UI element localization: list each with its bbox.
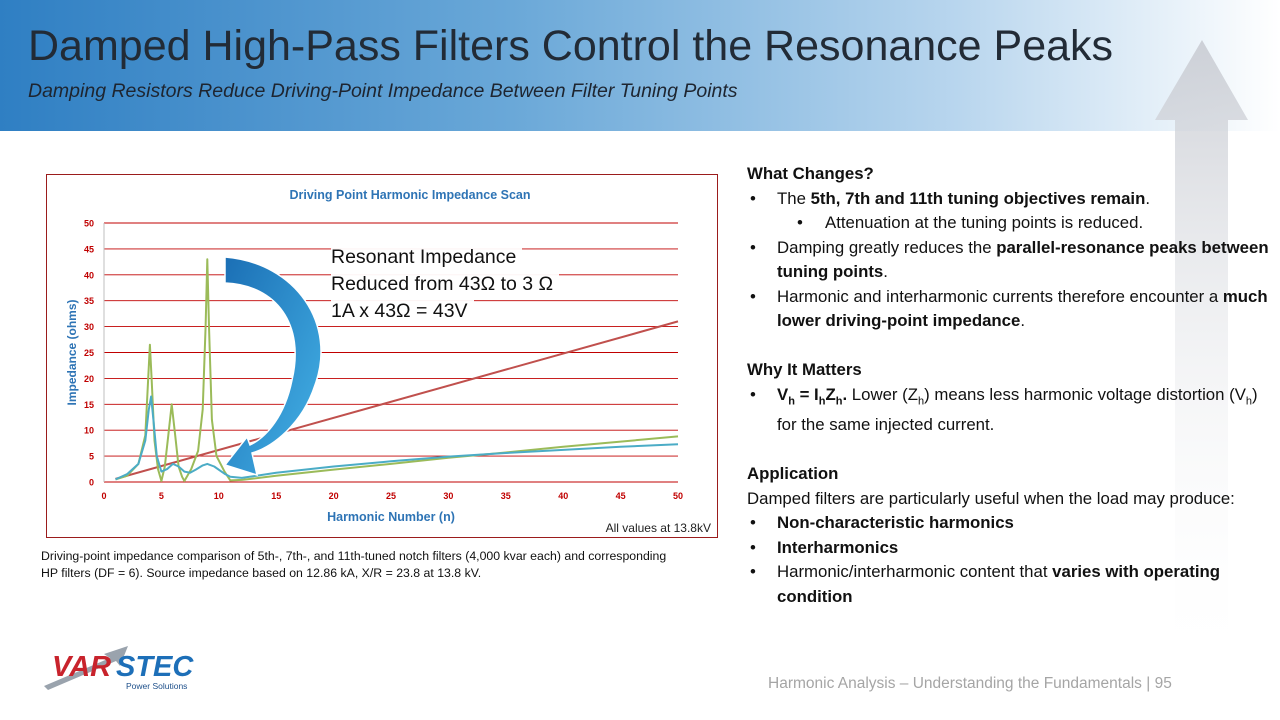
- footer-title: Harmonic Analysis – Understanding the Fu…: [768, 675, 1142, 692]
- bullet-formula: Vh = IhZh. Lower (Zh) means less harmoni…: [747, 383, 1280, 438]
- what-changes-heading: What Changes?: [747, 164, 874, 183]
- app-item: Harmonic/interharmonic content that vari…: [747, 560, 1280, 609]
- x-tick-label: 0: [101, 491, 106, 501]
- x-tick-label: 10: [214, 491, 224, 501]
- page-title: Damped High-Pass Filters Control the Res…: [28, 22, 1114, 70]
- y-tick-label: 50: [84, 219, 94, 229]
- series-line-1: [115, 320, 679, 480]
- x-tick-label: 50: [673, 491, 683, 501]
- y-tick-label: 30: [84, 322, 94, 332]
- y-tick-label: 20: [84, 374, 94, 384]
- header-band: [0, 0, 1280, 131]
- application-text: Damped filters are particularly useful w…: [747, 488, 1235, 508]
- svg-text:VAR: VAR: [52, 651, 111, 683]
- callout-line-1: Resonant Impedance: [331, 244, 523, 271]
- page-number: | 95: [1146, 675, 1172, 692]
- app-item: Interharmonics: [747, 536, 1280, 561]
- y-tick-label: 35: [84, 296, 94, 306]
- y-tick-label: 15: [84, 400, 94, 410]
- x-axis-label: Harmonic Number (n): [327, 510, 455, 524]
- resonance-callout: Resonant Impedance Reduced from 43Ω to 3…: [331, 244, 560, 325]
- callout-line-3: 1A x 43Ω = 43V: [331, 298, 474, 325]
- chart-caption: Driving-point impedance comparison of 5t…: [41, 549, 667, 580]
- series-line-2: [115, 258, 679, 482]
- why-heading: Why It Matters: [747, 360, 862, 379]
- application-heading: Application: [747, 464, 839, 484]
- x-tick-label: 30: [443, 491, 453, 501]
- callout-line-2: Reduced from 43Ω to 3 Ω: [331, 271, 560, 298]
- y-tick-label: 25: [84, 348, 94, 358]
- bullet-tuning-objectives: The 5th, 7th and 11th tuning objectives …: [747, 187, 1280, 212]
- x-tick-label: 45: [616, 491, 626, 501]
- y-axis-label: Impedance (ohms): [65, 299, 79, 405]
- svg-text:Power Solutions: Power Solutions: [126, 681, 187, 691]
- page-subtitle: Damping Resistors Reduce Driving-Point I…: [28, 80, 738, 102]
- svg-text:STEC: STEC: [116, 651, 194, 683]
- y-tick-label: 40: [84, 270, 94, 280]
- x-tick-label: 25: [386, 491, 396, 501]
- chart-frame: Driving Point Harmonic Impedance Scan 0 5 1…: [46, 174, 718, 538]
- bullet-damping: Damping greatly reduces the parallel-res…: [747, 236, 1280, 285]
- x-tick-label: 35: [501, 491, 511, 501]
- series-line-3: [115, 395, 679, 481]
- chart-title: Driving Point Harmonic Impedance Scan: [289, 188, 530, 202]
- y-tick-label: 5: [89, 452, 94, 462]
- x-tick-label: 40: [558, 491, 568, 501]
- footer: Harmonic Analysis – Understanding the Fu…: [768, 675, 1172, 693]
- app-item: Non-characteristic harmonics: [747, 511, 1280, 536]
- y-tick-label: 10: [84, 426, 94, 436]
- y-tick-label: 0: [89, 478, 94, 488]
- chart-voltage-note: All values at 13.8kV: [605, 521, 711, 535]
- impedance-scan-chart: Driving Point Harmonic Impedance Scan 0 5 1…: [65, 188, 683, 524]
- varstec-logo: VAR STEC Power Solutions: [44, 646, 194, 691]
- x-tick-label: 20: [329, 491, 339, 501]
- x-tick-label: 15: [271, 491, 281, 501]
- right-panel: What Changes? The 5th, 7th and 11th tuni…: [747, 162, 1280, 609]
- curved-arrow-icon: [223, 256, 322, 477]
- y-tick-label: 45: [84, 244, 94, 254]
- bullet-currents: Harmonic and interharmonic currents ther…: [747, 285, 1280, 334]
- subbullet-attenuation: Attenuation at the tuning points is redu…: [747, 211, 1280, 236]
- x-tick-label: 5: [159, 491, 164, 501]
